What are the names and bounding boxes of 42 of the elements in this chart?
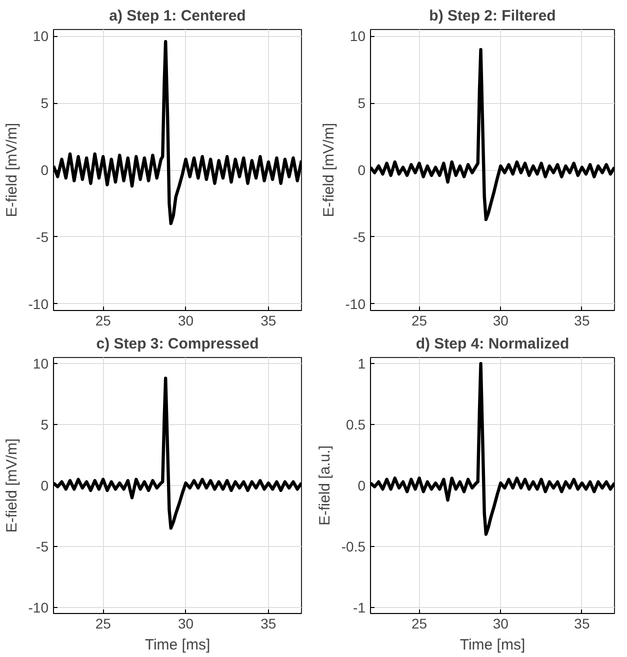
y-tick-label: -1 xyxy=(353,599,366,616)
x-tick-label: 35 xyxy=(260,312,276,328)
y-tick-label: 0 xyxy=(358,478,366,494)
y-tick-label: 10 xyxy=(350,28,366,44)
y-tick-label: 0.5 xyxy=(346,416,366,433)
y-tick-label: -10 xyxy=(28,599,49,616)
y-tick-label: 0 xyxy=(40,162,49,178)
y-tick-label: 5 xyxy=(40,95,49,112)
y-tick-label: -10 xyxy=(28,296,49,312)
y-tick-label: -0.5 xyxy=(341,538,366,554)
chart-title: d) Step 4: Normalized xyxy=(416,336,570,352)
y-tick-label: 10 xyxy=(32,28,49,44)
chart-title: a) Step 1: Centered xyxy=(109,8,246,24)
x-tick-label: 35 xyxy=(260,616,276,632)
x-axis-title: Time [ms] xyxy=(460,636,526,654)
x-tick-label: 30 xyxy=(178,312,194,328)
y-tick-label: 1 xyxy=(358,356,366,372)
x-tick-label: 25 xyxy=(412,312,428,328)
x-tick-label: 25 xyxy=(95,312,112,328)
x-tick-label: 35 xyxy=(574,616,590,632)
y-axis-title: E-field [mV/m] xyxy=(3,438,20,533)
y-axis-title: E-field [mV/m] xyxy=(3,122,20,218)
x-tick-label: 30 xyxy=(492,616,509,632)
y-tick-label: -10 xyxy=(345,296,366,312)
x-tick-label: 25 xyxy=(95,616,112,632)
chart-title: b) Step 2: Filtered xyxy=(429,8,556,24)
y-tick-label: -5 xyxy=(353,228,366,245)
y-tick-label: 0 xyxy=(358,162,366,178)
x-tick-label: 30 xyxy=(492,312,509,328)
y-tick-label: 5 xyxy=(40,416,49,433)
y-tick-label: 0 xyxy=(40,478,49,494)
y-tick-label: 5 xyxy=(358,95,366,112)
y-tick-label: -5 xyxy=(36,538,49,554)
chart-title: c) Step 3: Compressed xyxy=(96,336,259,352)
x-tick-label: 25 xyxy=(412,616,428,632)
x-tick-label: 30 xyxy=(178,616,194,632)
y-tick-label: -5 xyxy=(36,228,49,245)
x-tick-label: 35 xyxy=(574,312,590,328)
y-axis-title: E-field [a.u.] xyxy=(316,445,334,526)
y-axis-title: E-field [mV/m] xyxy=(320,122,338,218)
y-tick-label: 10 xyxy=(32,356,49,372)
x-axis-title: Time [ms] xyxy=(144,636,210,654)
